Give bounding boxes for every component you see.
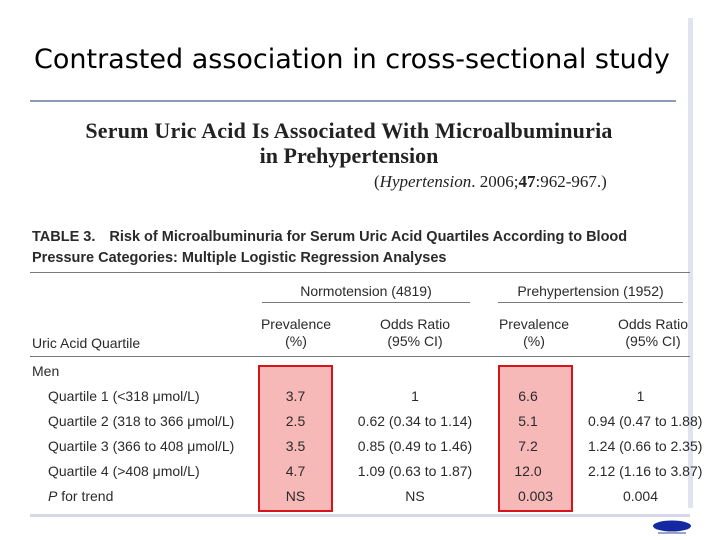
frame-accent (688, 18, 693, 508)
section-men: Men (32, 363, 60, 379)
group-rule-prehypertension (498, 302, 683, 303)
row-label-quartile-3: Quartile 3 (366 to 408 μmol/L) (48, 438, 235, 454)
cell-p-prev-q1: 6.6 (518, 388, 538, 404)
cell-p-prev-q3: 7.2 (518, 438, 538, 454)
cell-n-or-q4: 1.09 (0.63 to 1.87) (357, 463, 473, 479)
cell-n-or-q3: 0.85 (0.49 to 1.46) (357, 438, 473, 454)
col-header-n-prevalence: Prevalence (%) (250, 316, 342, 349)
cell-n-prev-trend: NS (285, 488, 306, 504)
col-header-n-prevalence-line2: (%) (285, 333, 307, 349)
cell-n-prev-q4: 4.7 (285, 463, 306, 479)
table-top-rule (30, 272, 690, 273)
col-header-row-label: Uric Acid Quartile (32, 335, 141, 351)
citation-pages: :962-967.) (535, 172, 607, 191)
cell-n-or-q1: 1 (411, 388, 419, 404)
col-header-n-odds: Odds Ratio (95% CI) (350, 316, 480, 349)
citation-journal: Hypertension (379, 172, 472, 191)
cell-p-prev-q2: 5.1 (518, 413, 538, 429)
col-header-p-odds-line1: Odds Ratio (617, 316, 689, 332)
slide-title: Contrasted association in cross-sectiona… (34, 44, 670, 75)
row-label-quartile-2: Quartile 2 (318 to 366 μmol/L) (48, 413, 235, 429)
paper-title-line-1: Serum Uric Acid Is Associated With Micro… (85, 118, 613, 143)
cell-p-or-q3: 1.24 (0.66 to 2.35) (588, 438, 703, 454)
table-header-rule (30, 356, 690, 357)
paper-title: Serum Uric Acid Is Associated With Micro… (34, 118, 664, 168)
col-header-p-prevalence-line2: (%) (523, 333, 545, 349)
cell-p-prev-q4: 12.0 (514, 463, 542, 479)
paper-title-line-2: in Prehypertension (259, 143, 439, 168)
cell-n-prev-q3: 3.5 (285, 438, 306, 454)
col-header-p-odds-line2: (95% CI) (625, 333, 681, 349)
col-header-n-odds-line2: (95% CI) (387, 333, 443, 349)
cell-p-prev-trend: 0.003 (517, 488, 554, 504)
group-header-normotension: Normotension (4819) (300, 283, 432, 299)
samsung-logo (653, 520, 691, 534)
bottom-frame-line (30, 514, 690, 517)
col-header-n-odds-line1: Odds Ratio (379, 316, 451, 332)
row-label-quartile-4: Quartile 4 (>408 μmol/L) (48, 463, 200, 479)
p-italic: P (48, 488, 58, 504)
table-caption-line-1: Risk of Microalbuminuria for Serum Uric … (109, 229, 628, 245)
row-label-quartile-1: Quartile 1 (<318 μmol/L) (48, 388, 200, 404)
table-number: TABLE 3. (32, 229, 96, 245)
prehypertension-prevalence-highlight (498, 365, 573, 512)
cell-n-or-trend: NS (405, 488, 425, 504)
normotension-prevalence-highlight (258, 365, 333, 512)
title-underline (30, 100, 676, 102)
cell-n-or-q2: 0.62 (0.34 to 1.14) (357, 413, 473, 429)
group-rule-normotension (262, 302, 470, 303)
cell-p-or-q2: 0.94 (0.47 to 1.88) (588, 413, 703, 429)
col-header-p-odds: Odds Ratio (95% CI) (588, 316, 718, 349)
col-header-n-prevalence-line1: Prevalence (260, 316, 332, 332)
cell-p-or-q4: 2.12 (1.16 to 3.87) (588, 463, 703, 479)
citation: (Hypertension. 2006;47:962-967.) (374, 172, 607, 192)
cell-p-or-q1: 1 (636, 388, 645, 404)
citation-volume: 47 (518, 172, 536, 191)
col-header-p-prevalence-line1: Prevalence (498, 316, 570, 332)
table-caption: TABLE 3. Risk of Microalbuminuria for Ser… (32, 227, 682, 269)
citation-year: . 2006; (471, 172, 519, 191)
group-header-prehypertension: Prehypertension (1952) (517, 283, 664, 299)
cell-n-prev-q2: 2.5 (285, 413, 306, 429)
for-trend-text: for trend (57, 488, 114, 504)
table-caption-line-2: Pressure Categories: Multiple Logistic R… (32, 250, 447, 266)
citation-open: ( (374, 172, 380, 191)
cell-p-or-trend: 0.004 (622, 488, 659, 504)
col-header-p-prevalence: Prevalence (%) (488, 316, 580, 349)
row-label-p-for-trend: P for trend (48, 488, 113, 504)
cell-n-prev-q1: 3.7 (285, 388, 306, 404)
